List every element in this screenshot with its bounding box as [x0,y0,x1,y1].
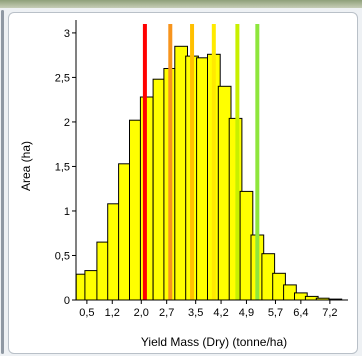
x-tick-label: 3,5 [188,307,203,319]
x-tick-label: 4,2 [213,307,228,319]
y-tick-label: 0 [64,295,70,307]
top-strip [0,0,362,8]
x-tick-labels: 0,5 1,2 2,0 2,7 3,5 4,2 4,9 5,7 6,4 7,2 [79,300,338,319]
y-axis-title: Area (ha) [19,141,33,191]
y-tick-label: 2 [64,117,70,129]
y-tick-label: 3 [64,28,70,40]
x-tick-label: 5,7 [268,307,283,319]
y-tick-label: 0,5 [55,250,70,262]
x-tick-label: 4,9 [239,307,254,319]
y-tick-label: 2,5 [55,72,70,84]
x-tick-label: 2,7 [159,307,174,319]
x-axis-title: Yield Mass (Dry) (tonne/ha) [141,335,287,349]
frame-side-border [1,10,4,354]
x-tick-label: 1,2 [105,307,120,319]
y-tick-label: 1 [64,206,70,218]
x-tick-label: 0,5 [79,307,94,319]
histogram-bar [84,270,99,301]
x-tick-label: 2,0 [134,307,149,319]
histogram-bars [75,45,343,301]
x-tick-label: 7,2 [322,307,337,319]
y-tick-labels: 0 0,5 1 1,5 2 2,5 3 [55,28,76,307]
y-tick-label: 1,5 [55,161,70,173]
axes [75,20,348,301]
threshold-markers [142,24,260,300]
x-tick-label: 6,4 [293,307,308,319]
